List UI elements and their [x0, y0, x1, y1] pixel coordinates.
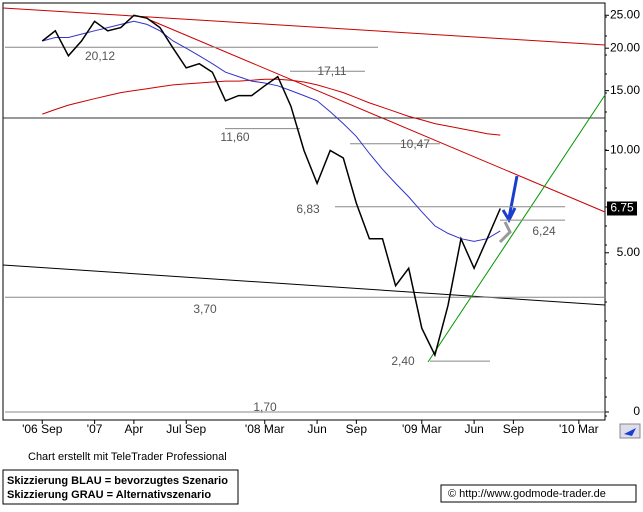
x-tick-label: '10 Mar [559, 422, 599, 436]
x-tick-label: Jul Sep [166, 422, 206, 436]
x-tick-label: Sep [503, 422, 525, 436]
annotation: 1,70 [253, 400, 277, 414]
trend-line [2, 264, 606, 306]
credit: Chart erstellt mit TeleTrader Profession… [28, 451, 227, 463]
y-tick-label: 5.00 [617, 245, 641, 259]
series-line [41, 14, 501, 358]
trend-line [427, 94, 606, 363]
arrow-icon [624, 428, 636, 436]
last-value: 6.75 [610, 201, 634, 215]
x-tick-label: Jun [307, 422, 326, 436]
gray-arrow [498, 221, 512, 244]
last-value-box [607, 201, 637, 216]
trend-line [2, 7, 606, 46]
y-tick-label: 10.00 [610, 143, 640, 157]
annotation: 2,40 [391, 354, 415, 368]
y-tick-label: 0 [633, 404, 640, 418]
annotation: 3,70 [193, 302, 217, 316]
trend-line [149, 19, 606, 213]
x-tick-label: '06 Sep [22, 422, 63, 436]
series-line [42, 20, 501, 242]
x-tick-label: '07 [87, 422, 103, 436]
annotation: 10,47 [400, 137, 430, 151]
source-box [440, 484, 637, 503]
note-box [2, 469, 239, 505]
x-tick-label: Sep [346, 422, 368, 436]
x-tick-label: '09 Mar [402, 422, 442, 436]
source: © http://www.godmode-trader.de [448, 488, 606, 500]
series-line [42, 78, 501, 136]
annotation: 6,83 [296, 202, 320, 216]
note: Skizzierung GRAU = Alternativszenario [7, 489, 211, 501]
annotation: 6,24 [532, 224, 556, 238]
annotation: 17,11 [317, 64, 346, 78]
x-tick-label: Apr [125, 422, 144, 436]
y-tick-label: 15.00 [610, 83, 640, 97]
x-tick-label: Jun [464, 422, 483, 436]
y-tick-label: 25.00 [610, 7, 640, 21]
x-tick-label: '08 Mar [245, 422, 285, 436]
note: Skizzierung BLAU = bevorzugtes Szenario [7, 475, 228, 487]
annotation: 20,12 [85, 49, 115, 63]
y-tick-label: 20.00 [610, 40, 640, 54]
annotation: 11,60 [220, 130, 249, 144]
